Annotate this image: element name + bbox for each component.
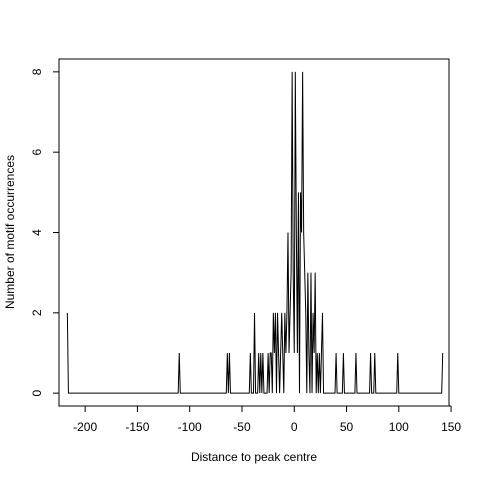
x-axis: -200 -150 -100 -50 0 50 100 150 <box>73 405 461 434</box>
x-tick-label: -100 <box>178 420 202 434</box>
y-tick-label: 2 <box>30 309 44 316</box>
y-tick-label: 6 <box>30 149 44 156</box>
x-tick-label: -200 <box>73 420 97 434</box>
x-tick-label: 50 <box>340 420 354 434</box>
y-tick-label: 0 <box>30 389 44 396</box>
x-tick-label: 150 <box>441 420 461 434</box>
x-tick-label: 0 <box>291 420 298 434</box>
x-tick-label: 100 <box>389 420 409 434</box>
y-axis-label: Number of motif occurrences <box>3 155 17 309</box>
x-tick-label: -150 <box>125 420 149 434</box>
y-axis: 0 2 4 6 8 <box>30 68 60 396</box>
series-line <box>66 71 444 394</box>
x-tick-label: -50 <box>233 420 251 434</box>
y-tick-label: 8 <box>30 68 44 75</box>
y-tick-label: 4 <box>30 229 44 236</box>
x-axis-label: Distance to peak centre <box>191 450 317 464</box>
